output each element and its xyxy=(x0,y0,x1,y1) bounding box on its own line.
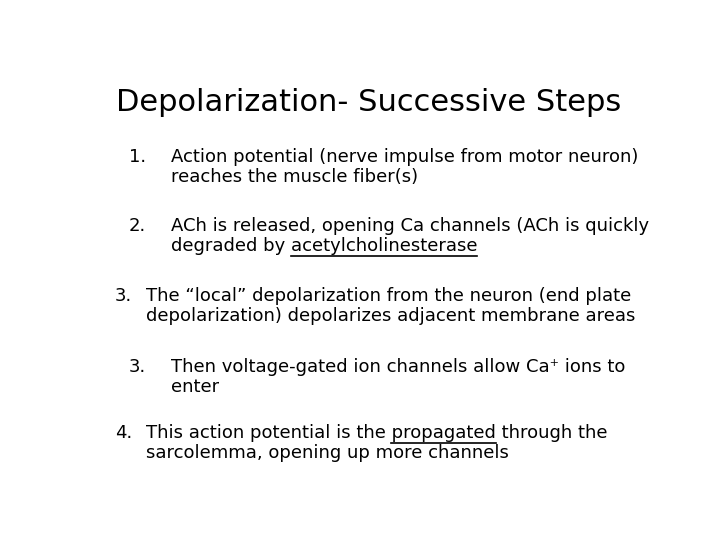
Text: 3.: 3. xyxy=(129,358,146,376)
Text: 1.: 1. xyxy=(129,148,146,166)
Text: sarcolemma, opening up more channels: sarcolemma, opening up more channels xyxy=(145,444,508,462)
Text: depolarization) depolarizes adjacent membrane areas: depolarization) depolarizes adjacent mem… xyxy=(145,307,635,325)
Text: reaches the muscle fiber(s): reaches the muscle fiber(s) xyxy=(171,168,418,186)
Text: 3.: 3. xyxy=(115,287,132,305)
Text: Action potential (nerve impulse from motor neuron): Action potential (nerve impulse from mot… xyxy=(171,148,639,166)
Text: ACh is released, opening Ca channels (ACh is quickly: ACh is released, opening Ca channels (AC… xyxy=(171,217,649,234)
Text: 2.: 2. xyxy=(129,217,146,234)
Text: 4.: 4. xyxy=(115,424,132,442)
Text: Then voltage-gated ion channels allow Ca⁺ ions to: Then voltage-gated ion channels allow Ca… xyxy=(171,358,625,376)
Text: degraded by acetylcholinesterase: degraded by acetylcholinesterase xyxy=(171,237,477,254)
Text: The “local” depolarization from the neuron (end plate: The “local” depolarization from the neur… xyxy=(145,287,631,305)
Text: This action potential is the propagated through the: This action potential is the propagated … xyxy=(145,424,607,442)
Text: Depolarization- Successive Steps: Depolarization- Successive Steps xyxy=(117,87,621,117)
Text: enter: enter xyxy=(171,378,219,396)
